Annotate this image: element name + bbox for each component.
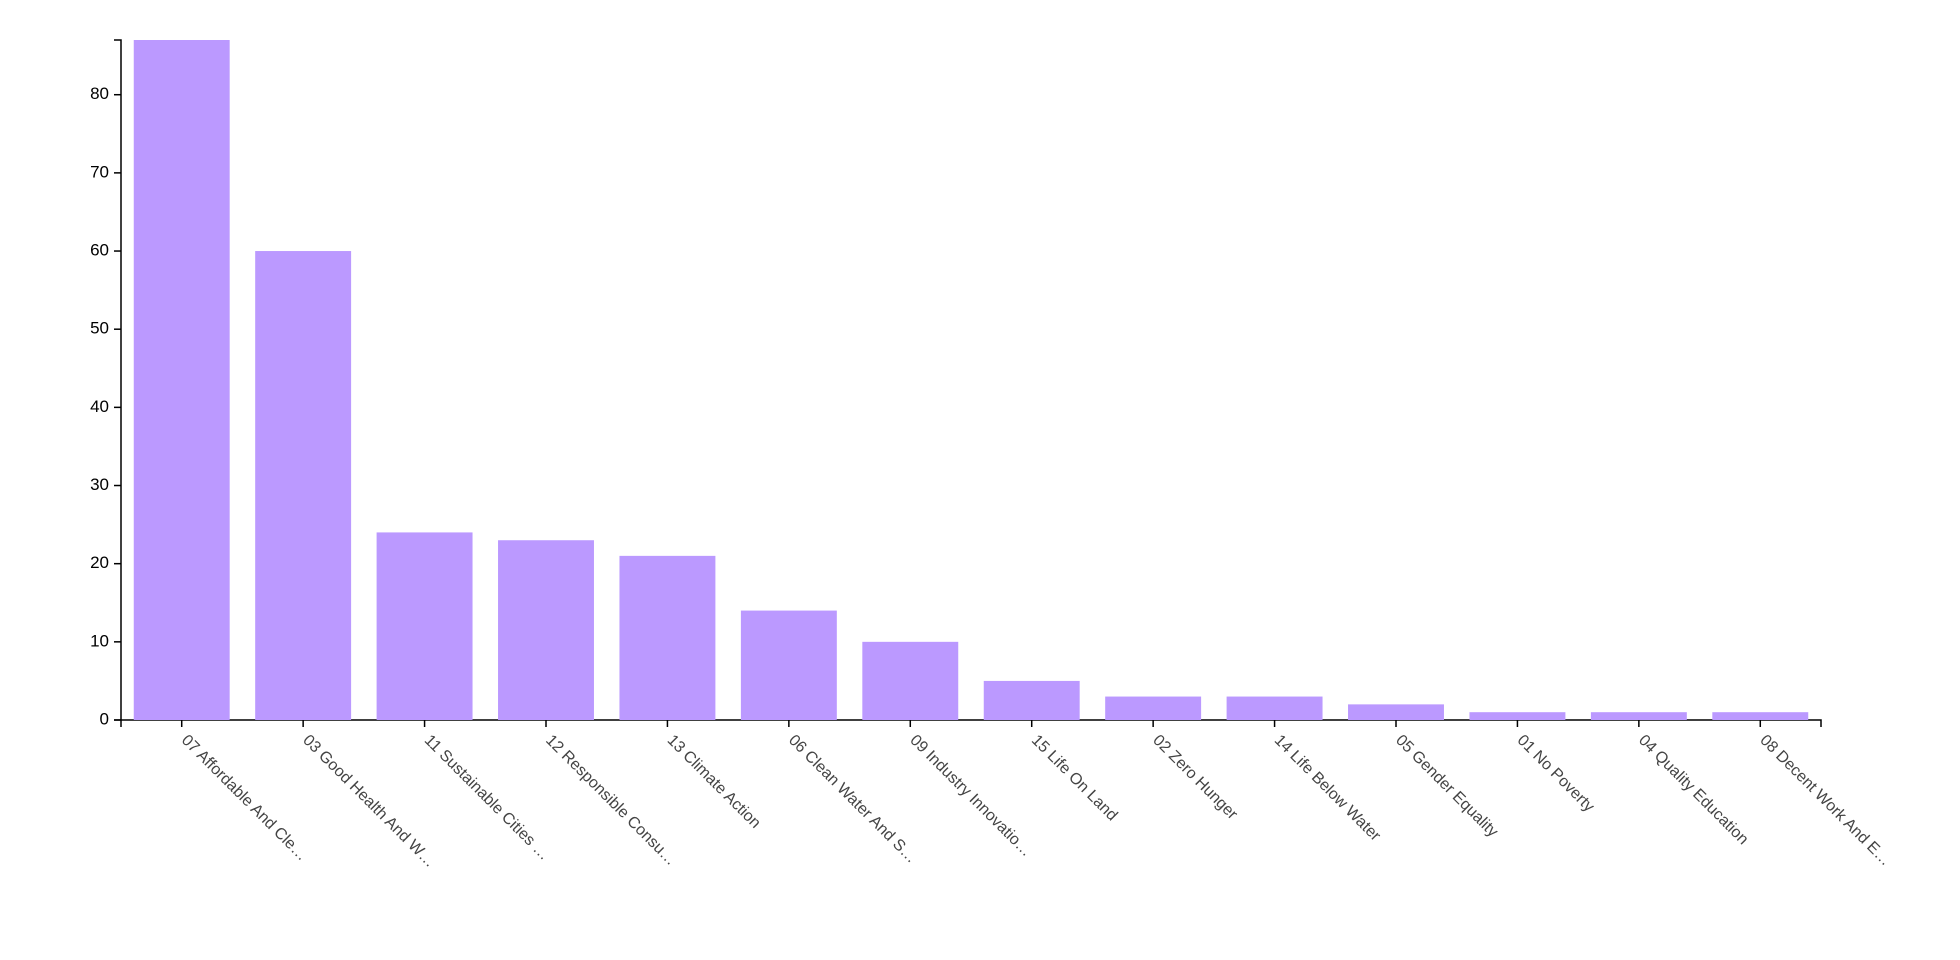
y-tick-label: 40 bbox=[90, 397, 109, 416]
x-tick-label: 03 Good Health And W… bbox=[299, 732, 438, 871]
x-tick-label: 09 Industry Innovatio… bbox=[906, 732, 1034, 860]
bar bbox=[1712, 712, 1809, 720]
bar bbox=[619, 555, 716, 720]
bar bbox=[1590, 712, 1687, 720]
bar bbox=[983, 680, 1080, 720]
x-tick-label: 14 Life Below Water bbox=[1271, 732, 1384, 845]
bar bbox=[1469, 712, 1566, 720]
y-axis bbox=[114, 39, 122, 721]
x-tick-label: 12 Responsible Consu… bbox=[542, 732, 679, 869]
y-tick-label: 80 bbox=[90, 84, 109, 103]
bar bbox=[133, 40, 230, 720]
x-tick-label: 06 Clean Water And S… bbox=[785, 732, 920, 867]
y-tick-label: 0 bbox=[100, 709, 109, 728]
x-tick-label: 05 Gender Equality bbox=[1392, 732, 1501, 841]
x-tick-label: 02 Zero Hunger bbox=[1149, 732, 1241, 824]
x-tick-label: 07 Affordable And Cle… bbox=[178, 732, 311, 865]
x-tick-label: 04 Quality Education bbox=[1635, 732, 1751, 848]
y-tick-label: 30 bbox=[90, 475, 109, 494]
y-tick-label: 20 bbox=[90, 553, 109, 572]
bar bbox=[740, 610, 837, 720]
x-tick-label: 15 Life On Land bbox=[1028, 732, 1121, 825]
bar bbox=[376, 532, 473, 720]
y-tick-label: 60 bbox=[90, 241, 109, 260]
y-tick-label: 50 bbox=[90, 319, 109, 338]
bar bbox=[1105, 696, 1202, 720]
bar bbox=[862, 641, 959, 720]
bar bbox=[255, 251, 352, 720]
bar bbox=[1348, 704, 1444, 720]
x-tick-label: 01 No Poverty bbox=[1514, 732, 1598, 816]
x-tick-label: 11 Sustainable Cities … bbox=[421, 732, 553, 864]
bar bbox=[1226, 696, 1323, 720]
bar bbox=[498, 540, 594, 720]
y-tick-label: 10 bbox=[90, 631, 109, 650]
x-tick-label: 08 Decent Work And E… bbox=[1756, 732, 1894, 870]
x-tick-label: 13 Climate Action bbox=[664, 732, 764, 832]
y-tick-label: 70 bbox=[90, 162, 109, 181]
x-axis bbox=[120, 719, 1822, 727]
